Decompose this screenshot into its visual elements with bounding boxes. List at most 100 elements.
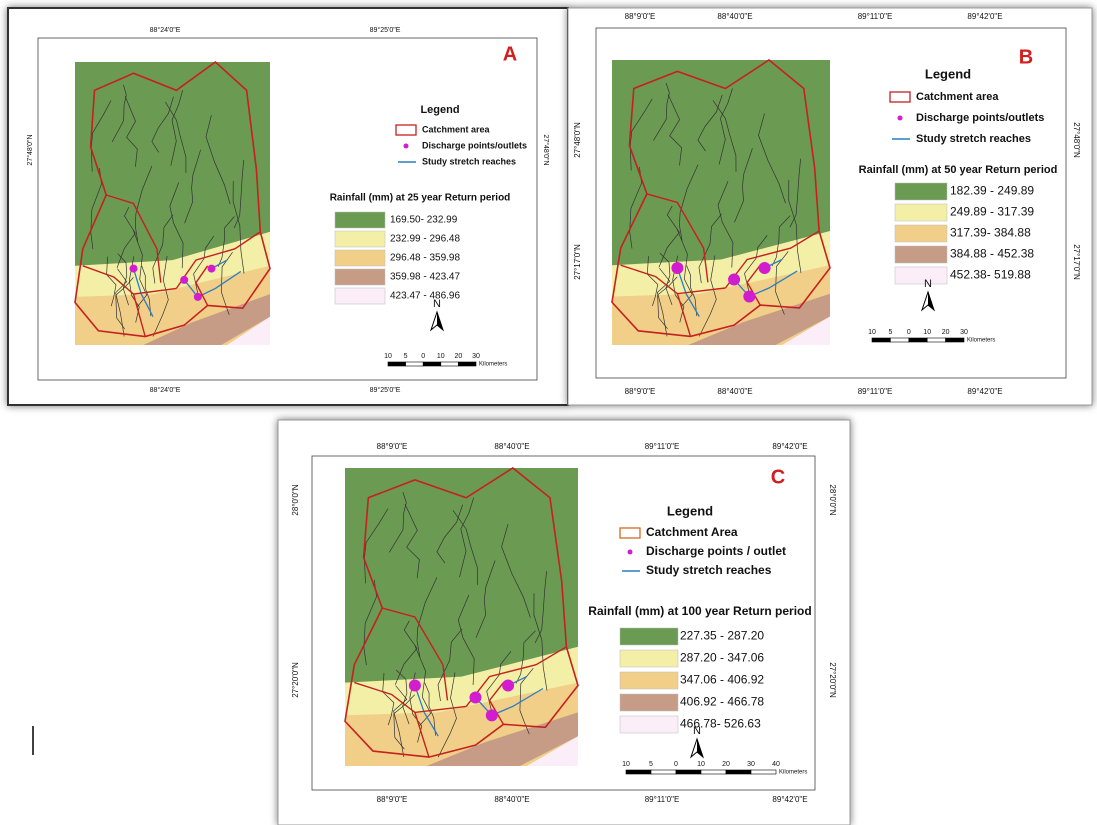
- class-swatch: [895, 183, 947, 200]
- scale-tick: 10: [868, 329, 876, 336]
- legend-item: Study stretch reaches: [916, 133, 1031, 145]
- scale-segment: [927, 338, 945, 342]
- page: 88°24'0"E88°24'0"E89°25'0"E89°25'0"E27°4…: [0, 0, 1097, 825]
- legend-item: Study stretch reaches: [646, 563, 772, 577]
- coord-bottom: 88°24'0"E: [150, 386, 181, 394]
- scale-tick: 10: [384, 353, 392, 360]
- outlet: [759, 262, 771, 274]
- map-panel: 88°24'0"E88°24'0"E89°25'0"E89°25'0"E27°4…: [8, 8, 568, 405]
- coord-bottom: 88°9'0"E: [625, 387, 656, 396]
- scale-tick: 0: [674, 761, 678, 768]
- coord-top: 88°9'0"E: [377, 442, 408, 451]
- class-label: 423.47 - 486.96: [390, 291, 460, 302]
- scale-segment: [423, 362, 441, 366]
- legend-item: Discharge points / outlet: [646, 544, 786, 558]
- class-swatch: [335, 231, 385, 247]
- scale-tick: 5: [888, 329, 892, 336]
- coord-left: 27°20'0"N: [291, 662, 300, 698]
- coord-left: 27°17'0"N: [573, 244, 582, 280]
- legend-title: Legend: [420, 104, 459, 116]
- scale-unit: Kilometers: [779, 770, 807, 776]
- outlet: [194, 293, 202, 301]
- coord-right: 27°48'0"N: [542, 134, 550, 165]
- coord-top: 89°11'0"E: [645, 442, 680, 451]
- legend-symbol: [898, 116, 903, 121]
- scale-segment: [441, 362, 459, 366]
- coord-bottom: 88°9'0"E: [377, 795, 408, 804]
- legend-symbol: [404, 144, 409, 149]
- class-label: 406.92 - 466.78: [680, 695, 764, 709]
- legend-symbol: [628, 550, 633, 555]
- legend-item: Study stretch reaches: [422, 156, 516, 166]
- figure: 88°24'0"E88°24'0"E89°25'0"E89°25'0"E27°4…: [0, 0, 1097, 825]
- outlet: [728, 273, 740, 285]
- north-label: N: [924, 278, 932, 290]
- coord-right: 28°0'0"N: [828, 484, 837, 515]
- scale-tick: 0: [907, 329, 911, 336]
- class-swatch: [620, 650, 678, 667]
- rainfall-title: Rainfall (mm) at 50 year Return period: [859, 164, 1058, 176]
- scale-segment: [701, 770, 726, 774]
- scale-tick: 30: [472, 353, 480, 360]
- coord-top: 89°42'0"E: [772, 442, 807, 451]
- outlet: [180, 276, 188, 284]
- class-label: 182.39 - 249.89: [950, 184, 1034, 198]
- north-label: N: [433, 298, 441, 310]
- scale-tick: 0: [421, 353, 425, 360]
- coord-top: 88°40'0"E: [717, 12, 752, 21]
- class-swatch: [620, 672, 678, 689]
- outlet: [208, 265, 216, 273]
- outlet: [502, 680, 514, 692]
- class-swatch: [895, 267, 947, 284]
- coord-top: 89°42'0"E: [967, 12, 1002, 21]
- scale-tick: 5: [404, 353, 408, 360]
- legend-item: Catchment area: [422, 124, 491, 134]
- panel-letter: C: [771, 466, 785, 488]
- legend-symbol: [890, 92, 910, 102]
- coord-top: 89°11'0"E: [858, 12, 893, 21]
- scale-tick: 40: [772, 761, 780, 768]
- outlet: [671, 262, 683, 274]
- coord-bottom: 89°11'0"E: [858, 387, 893, 396]
- coord-top: 88°9'0"E: [625, 12, 656, 21]
- class-swatch: [895, 246, 947, 263]
- class-label: 359.98 - 423.47: [390, 272, 460, 283]
- scale-segment: [946, 338, 964, 342]
- outlet: [486, 709, 498, 721]
- coord-bottom: 89°42'0"E: [772, 795, 807, 804]
- scale-tick: 30: [747, 761, 755, 768]
- legend-item: Catchment area: [916, 91, 999, 103]
- coord-right: 27°17'0"N: [1072, 244, 1081, 280]
- class-label: 384.88 - 452.38: [950, 247, 1034, 261]
- legend-item: Catchment Area: [646, 525, 738, 539]
- north-label: N: [693, 725, 701, 737]
- scale-segment: [458, 362, 476, 366]
- map-panel: 88°9'0"E 88°9'0"E 88°40'0"E 88°40'0"E 89°11'…: [278, 420, 850, 825]
- coord-left: 27°48'0"N: [573, 122, 582, 158]
- class-label: 287.20 - 347.06: [680, 651, 764, 665]
- coord-top: 89°25'0"E: [370, 26, 401, 34]
- coord-right: 27°20'0"N: [828, 662, 837, 698]
- class-swatch: [620, 694, 678, 711]
- class-swatch: [335, 212, 385, 228]
- scale-unit: Kilometers: [479, 362, 507, 368]
- legend-symbol: [396, 125, 416, 135]
- class-label: 296.48 - 359.98: [390, 253, 460, 264]
- scale-segment: [651, 770, 676, 774]
- map-panel: 88°9'0"E88°9'0"E88°40'0"E88°40'0"E89°11'…: [568, 8, 1092, 405]
- scale-segment: [676, 770, 701, 774]
- outlet: [469, 691, 481, 703]
- coord-bottom: 89°11'0"E: [645, 795, 680, 804]
- class-swatch: [895, 225, 947, 242]
- panel-letter: B: [1019, 46, 1033, 68]
- scale-segment: [406, 362, 424, 366]
- legend-item: Discharge points/outlets: [916, 112, 1044, 124]
- legend-symbol: [620, 528, 640, 538]
- coord-bottom: 89°42'0"E: [967, 387, 1002, 396]
- scale-tick: 30: [960, 329, 968, 336]
- coord-right: 27°48'0"N: [1072, 122, 1081, 158]
- scale-tick: 10: [923, 329, 931, 336]
- coord-bottom: 88°40'0"E: [494, 795, 529, 804]
- scale-segment: [388, 362, 406, 366]
- coord-top: 88°40'0"E: [494, 442, 529, 451]
